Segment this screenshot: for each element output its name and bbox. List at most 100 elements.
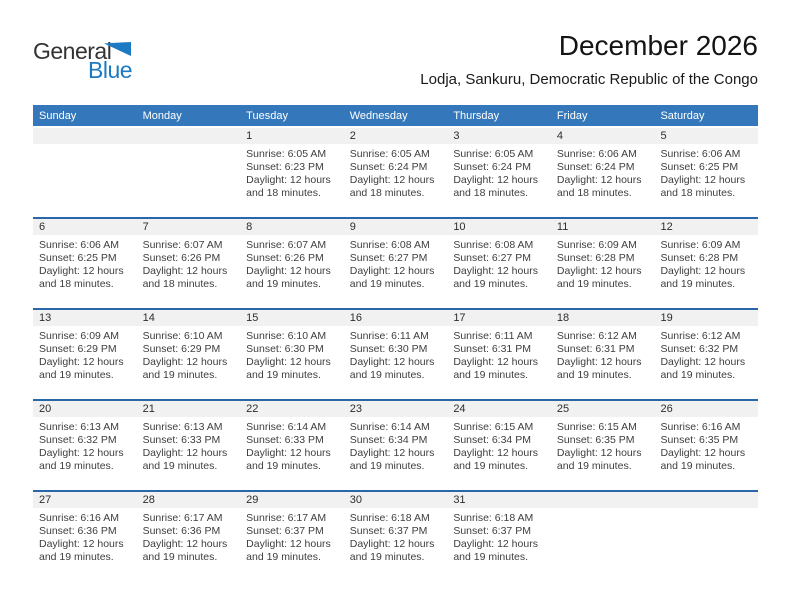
daylight-text: Daylight: 12 hours xyxy=(660,356,746,368)
daylight-text: Daylight: 12 hours xyxy=(349,538,435,550)
sunset-text: Sunset: 6:27 PM xyxy=(453,252,531,264)
sunrise-text: Sunrise: 6:07 AM xyxy=(142,239,223,251)
day-cell-20: 20 Sunrise: 6:13 AM Sunset: 6:32 PM Dayligh… xyxy=(33,401,137,490)
daylight-text: Daylight: 12 hours xyxy=(39,265,124,277)
daylight-text-cont: and 18 minutes. xyxy=(142,278,218,290)
week-row: 6 Sunrise: 6:06 AM Sunset: 6:25 PM Daylight… xyxy=(33,217,759,308)
day-cell-10: 10 Sunrise: 6:08 AM Sunset: 6:27 PM Dayligh… xyxy=(447,219,551,308)
day-number: 9 xyxy=(343,219,448,235)
weekday-header-sunday: Sunday xyxy=(39,110,77,122)
sunrise-text: Sunrise: 6:17 AM xyxy=(246,512,327,524)
sunset-text: Sunset: 6:32 PM xyxy=(39,434,117,446)
daylight-text-cont: and 18 minutes. xyxy=(660,187,736,199)
day-cell-2: 2 Sunrise: 6:05 AM Sunset: 6:24 PM Daylight… xyxy=(343,128,448,217)
daylight-text-cont: and 19 minutes. xyxy=(142,551,218,563)
daylight-text-cont: and 19 minutes. xyxy=(453,551,529,563)
sunrise-text: Sunrise: 6:15 AM xyxy=(556,421,637,433)
daylight-text-cont: and 19 minutes. xyxy=(660,369,736,381)
daylight-text: Daylight: 12 hours xyxy=(142,356,228,368)
sunset-text: Sunset: 6:34 PM xyxy=(453,434,531,446)
sunrise-text: Sunrise: 6:16 AM xyxy=(39,512,119,524)
daylight-text: Daylight: 12 hours xyxy=(453,174,538,186)
sunset-text: Sunset: 6:23 PM xyxy=(246,161,324,173)
sunset-text: Sunset: 6:29 PM xyxy=(39,343,117,355)
daylight-text-cont: and 19 minutes. xyxy=(349,551,425,563)
sunrise-text: Sunrise: 6:14 AM xyxy=(349,421,430,433)
sunrise-text: Sunrise: 6:10 AM xyxy=(246,330,327,342)
daylight-text-cont: and 19 minutes. xyxy=(246,278,321,290)
sunrise-text: Sunrise: 6:08 AM xyxy=(453,239,534,251)
daylight-text: Daylight: 12 hours xyxy=(349,265,435,277)
daylight-text: Daylight: 12 hours xyxy=(453,356,538,368)
sunrise-text: Sunrise: 6:08 AM xyxy=(349,239,430,251)
day-cell-13: 13 Sunrise: 6:09 AM Sunset: 6:29 PM Dayligh… xyxy=(33,310,137,399)
daylight-text: Daylight: 12 hours xyxy=(349,447,435,459)
daylight-text: Daylight: 12 hours xyxy=(142,265,228,277)
day-cell-16: 16 Sunrise: 6:11 AM Sunset: 6:30 PM Dayligh… xyxy=(343,310,448,399)
page-title: December 2026 xyxy=(558,30,758,61)
day-number: 1 xyxy=(240,128,344,144)
sunset-text: Sunset: 6:26 PM xyxy=(142,252,221,264)
daylight-text-cont: and 18 minutes. xyxy=(349,187,425,199)
day-number: 21 xyxy=(136,401,241,417)
page-subtitle: Lodja, Sankuru, Democratic Republic of t… xyxy=(420,71,758,88)
day-cell-17: 17 Sunrise: 6:11 AM Sunset: 6:31 PM Dayligh… xyxy=(447,310,551,399)
sunrise-text: Sunrise: 6:18 AM xyxy=(453,512,534,524)
sunrise-text: Sunrise: 6:09 AM xyxy=(556,239,637,251)
daylight-text: Daylight: 12 hours xyxy=(660,174,746,186)
daylight-text: Daylight: 12 hours xyxy=(453,265,538,277)
day-cell-28: 28 Sunrise: 6:17 AM Sunset: 6:36 PM Dayligh… xyxy=(136,492,241,581)
daylight-text: Daylight: 12 hours xyxy=(349,356,435,368)
day-cell-7: 7 Sunrise: 6:07 AM Sunset: 6:26 PM Daylight… xyxy=(136,219,241,308)
daylight-text: Daylight: 12 hours xyxy=(246,447,331,459)
day-cell-24: 24 Sunrise: 6:15 AM Sunset: 6:34 PM Dayligh… xyxy=(447,401,551,490)
daylight-text-cont: and 19 minutes. xyxy=(39,551,114,563)
sunrise-text: Sunrise: 6:16 AM xyxy=(660,421,741,433)
day-number: 15 xyxy=(240,310,344,326)
daylight-text-cont: and 19 minutes. xyxy=(246,551,321,563)
day-cell-15: 15 Sunrise: 6:10 AM Sunset: 6:30 PM Dayligh… xyxy=(240,310,344,399)
sunset-text: Sunset: 6:30 PM xyxy=(349,343,428,355)
day-number: 30 xyxy=(343,492,448,508)
sunrise-text: Sunrise: 6:07 AM xyxy=(246,239,327,251)
daylight-text: Daylight: 12 hours xyxy=(142,538,228,550)
day-cell-9: 9 Sunrise: 6:08 AM Sunset: 6:27 PM Daylight… xyxy=(343,219,448,308)
day-number: 26 xyxy=(654,401,759,417)
sunrise-text: Sunrise: 6:09 AM xyxy=(39,330,119,342)
day-number: 6 xyxy=(33,219,137,235)
day-number xyxy=(33,128,137,144)
header-titles: December 2026 Lodja, Sankuru, Democratic… xyxy=(118,30,758,89)
daylight-text-cont: and 19 minutes. xyxy=(142,460,218,472)
daylight-text: Daylight: 12 hours xyxy=(246,265,331,277)
day-cell-1: 1 Sunrise: 6:05 AM Sunset: 6:23 PM Daylight… xyxy=(240,128,344,217)
calendar-weeks: 1 Sunrise: 6:05 AM Sunset: 6:23 PM Daylight… xyxy=(33,126,759,581)
weekday-header-thursday: Thursday xyxy=(453,110,500,122)
day-cell-21: 21 Sunrise: 6:13 AM Sunset: 6:33 PM Dayligh… xyxy=(136,401,241,490)
day-number: 20 xyxy=(33,401,137,417)
sunset-text: Sunset: 6:30 PM xyxy=(246,343,324,355)
day-number: 31 xyxy=(447,492,551,508)
day-cell-29: 29 Sunrise: 6:17 AM Sunset: 6:37 PM Dayligh… xyxy=(240,492,344,581)
week-row: 13 Sunrise: 6:09 AM Sunset: 6:29 PM Dayligh… xyxy=(33,308,759,399)
sunrise-text: Sunrise: 6:09 AM xyxy=(660,239,741,251)
day-cell-8: 8 Sunrise: 6:07 AM Sunset: 6:26 PM Daylight… xyxy=(240,219,344,308)
empty-day-cell xyxy=(654,492,759,581)
sunrise-text: Sunrise: 6:11 AM xyxy=(453,330,533,342)
day-cell-3: 3 Sunrise: 6:05 AM Sunset: 6:24 PM Daylight… xyxy=(447,128,551,217)
day-number: 16 xyxy=(343,310,448,326)
daylight-text: Daylight: 12 hours xyxy=(556,174,642,186)
day-number: 25 xyxy=(550,401,655,417)
daylight-text: Daylight: 12 hours xyxy=(453,538,538,550)
day-number: 29 xyxy=(240,492,344,508)
empty-day-cell xyxy=(550,492,655,581)
day-number: 4 xyxy=(550,128,655,144)
day-cell-6: 6 Sunrise: 6:06 AM Sunset: 6:25 PM Daylight… xyxy=(33,219,137,308)
sunset-text: Sunset: 6:24 PM xyxy=(556,161,635,173)
daylight-text-cont: and 19 minutes. xyxy=(453,460,529,472)
daylight-text: Daylight: 12 hours xyxy=(246,538,331,550)
sunset-text: Sunset: 6:31 PM xyxy=(556,343,635,355)
day-number: 14 xyxy=(136,310,241,326)
daylight-text-cont: and 19 minutes. xyxy=(660,278,736,290)
general-blue-logo: General Blue xyxy=(33,38,153,86)
day-number: 3 xyxy=(447,128,551,144)
